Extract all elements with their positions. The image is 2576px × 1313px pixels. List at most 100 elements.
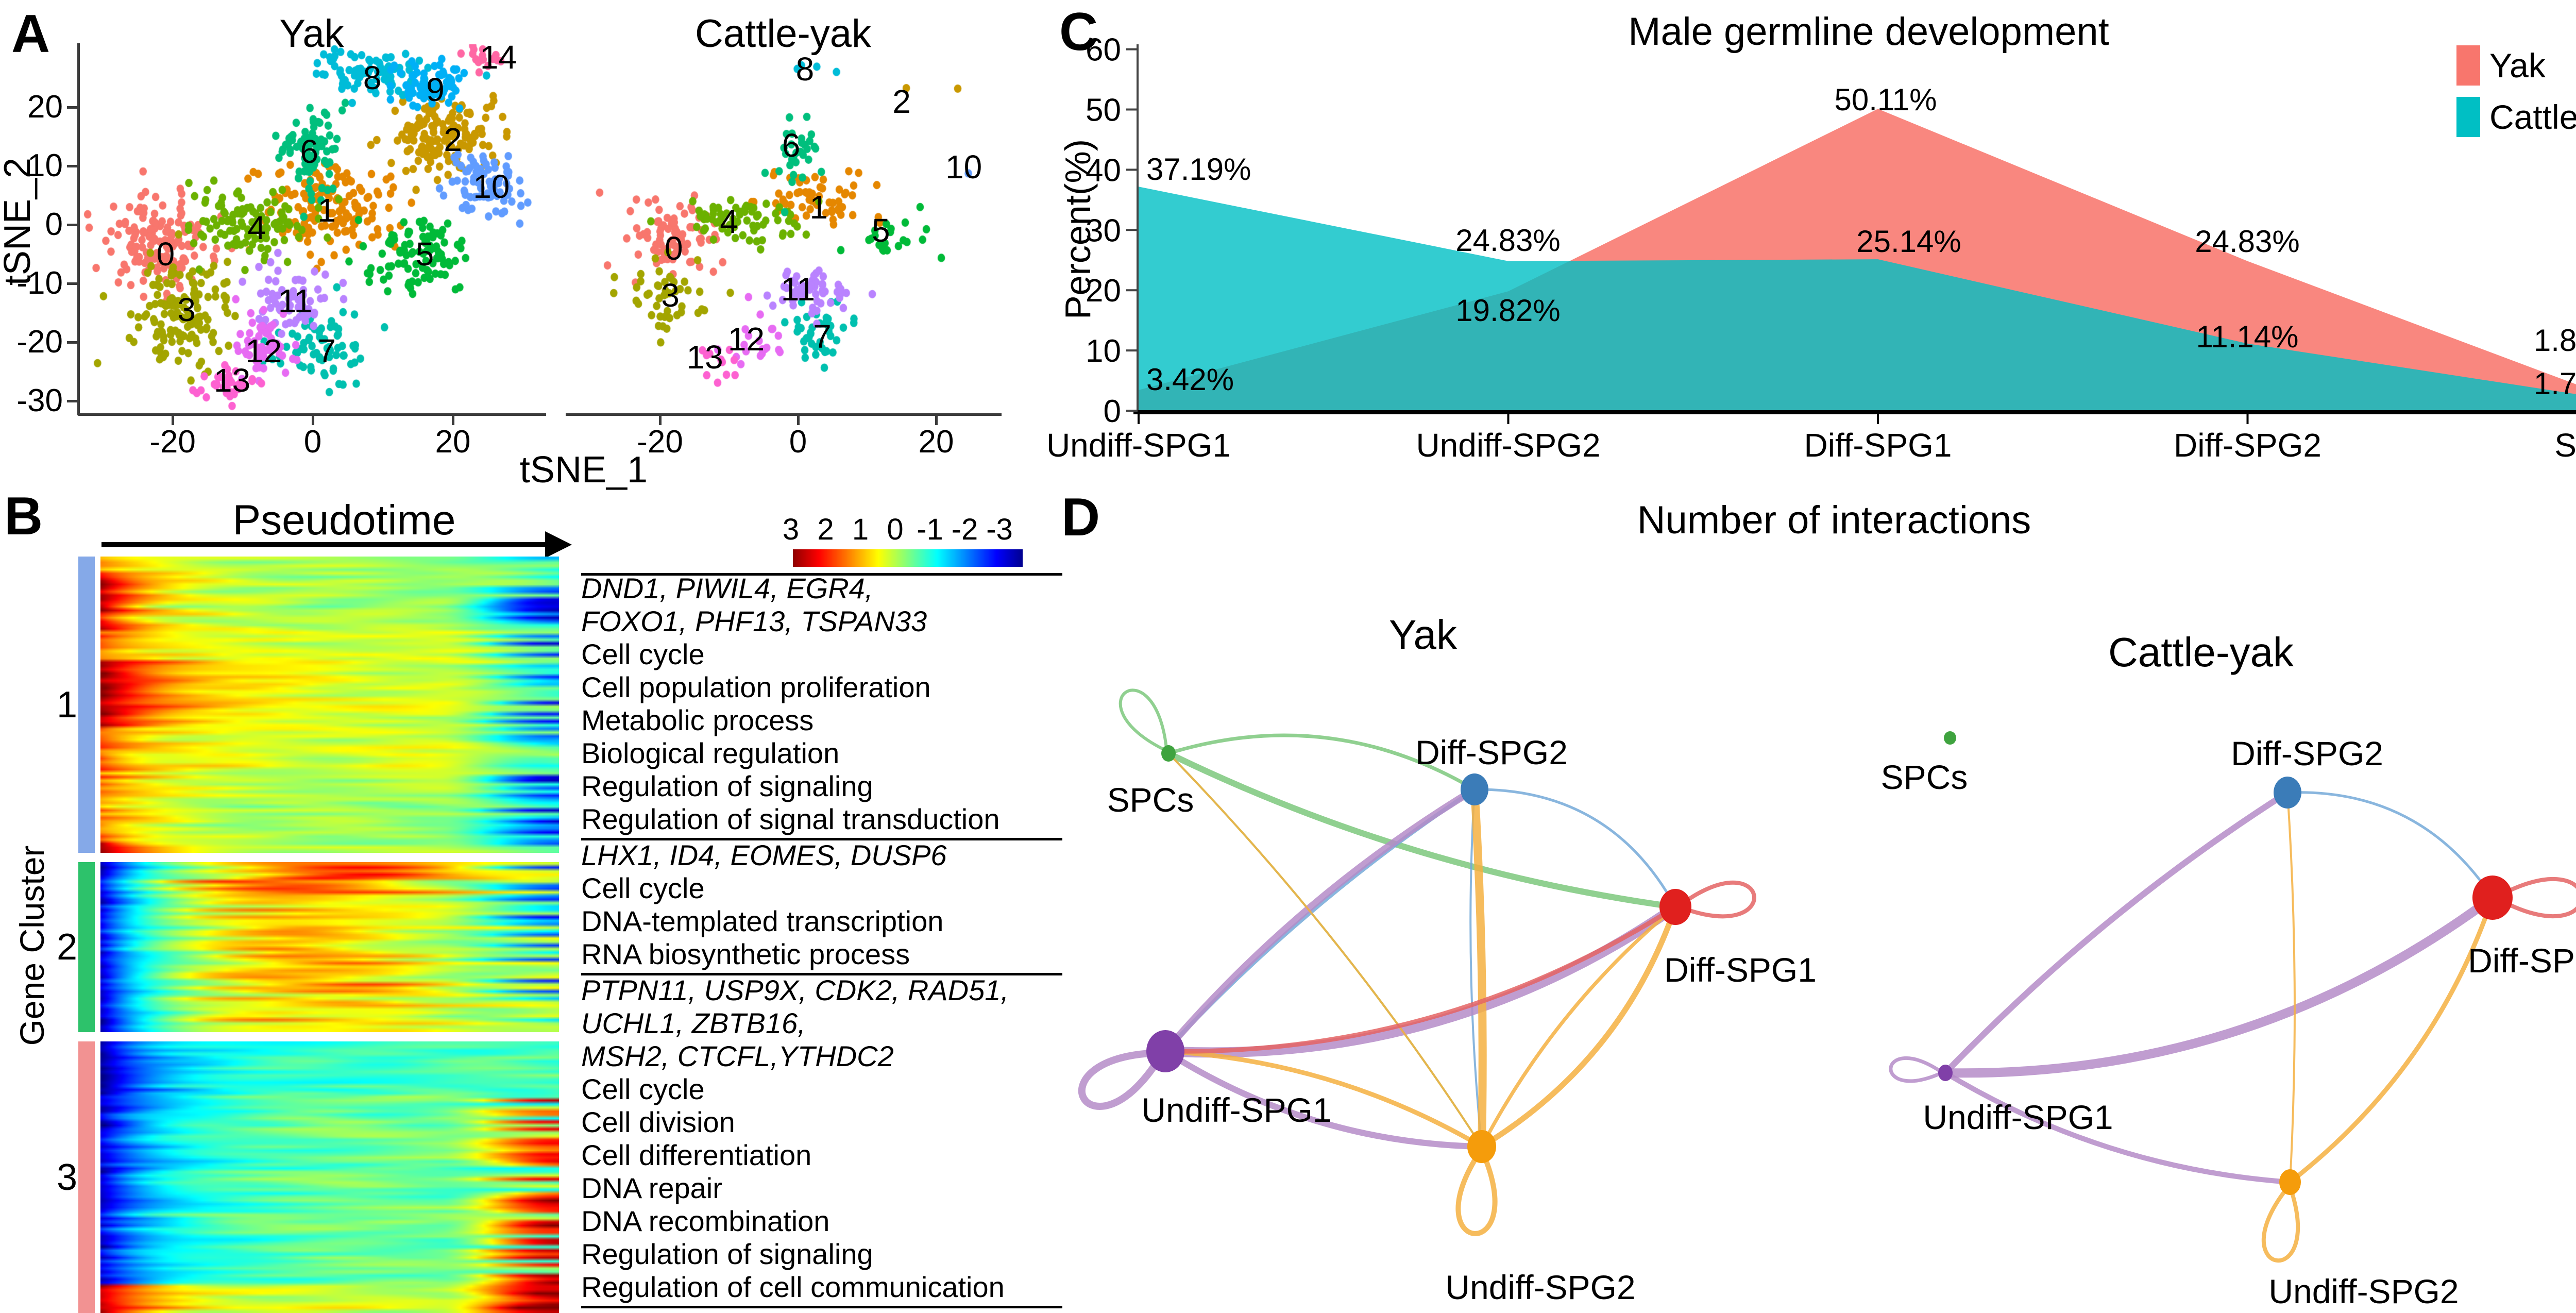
y-tick-label-yak: 0 [45, 207, 63, 242]
x-tick-yak [312, 416, 314, 425]
tsne-cluster-label-yak-8: 8 [363, 59, 382, 96]
colorbar-tick-label: -3 [986, 513, 1013, 546]
tsne-cluster-label-yak-4: 4 [247, 209, 266, 246]
percent-label: 24.83% [1455, 223, 1561, 258]
interactions-title: Number of interactions [1637, 498, 2031, 542]
x-tick-yak [172, 416, 174, 425]
network-edge-undiff-spg1-to-diff-spg1 [1160, 902, 1681, 1058]
network-edge-diff-spg2-to-diff-spg1 [2286, 791, 2494, 899]
go-term-line: DNA repair [581, 1172, 722, 1204]
tsne-cluster-label-yak-9: 9 [426, 71, 445, 108]
panel-c-letter: C [1059, 2, 1098, 62]
network-edge-diff-spg1-to-undiff-spg1 [1163, 904, 1678, 1054]
network-self-loop-diff-spg1 [2495, 877, 2576, 919]
percent-label: 50.11% [1834, 82, 1937, 117]
go-term-line: Cell differentiation [581, 1139, 812, 1171]
go-term-line: Biological regulation [581, 737, 840, 769]
network-yak-title: Yak [1389, 612, 1457, 658]
network-node-label-undiff-spg1: Undiff-SPG1 [1923, 1098, 2113, 1136]
y-tick-label: 0 [1104, 394, 1121, 429]
network-edge-undiff-spg1-to-diff-spg1 [1941, 893, 2497, 1078]
marker-genes-line: UCHL1, ZBTB16, [581, 1007, 806, 1039]
tsne-cluster-label-yak-13: 13 [214, 362, 251, 399]
y-tick-yak [67, 106, 77, 109]
network-node-undiff-spg1 [1938, 1065, 1953, 1081]
area-chart-title: Male germline development [1628, 10, 2109, 54]
network-edge-undiff-spg1-to-undiff-spg2 [1162, 1048, 1485, 1150]
y-tick-label: 10 [1086, 333, 1121, 369]
network-self-loop-undiff-spg2 [1455, 1148, 1498, 1236]
percent-label: 1.82% [2534, 323, 2576, 358]
go-term-line: Cell cycle [581, 638, 705, 670]
tsne-cluster-label-yak-11: 11 [278, 282, 313, 320]
marker-genes-line: FOXO1, PHF13, TSPAN33 [581, 605, 927, 637]
x-tick-label-yak: -20 [149, 424, 196, 460]
x-tick-cattle-yak [659, 416, 662, 425]
tsne-scatter-canvas-yak [79, 44, 545, 414]
network-edge-undiff-spg1-to-diff-spg2 [1942, 789, 2291, 1076]
tsne-cluster-label-cattle-yak-6: 6 [782, 127, 801, 164]
category-label: Undiff-SPG2 [1416, 427, 1600, 464]
network-node-label-undiff-spg1: Undiff-SPG1 [1141, 1091, 1331, 1129]
go-term-line: RNA biosynthetic process [581, 938, 910, 970]
y-tick-label: 60 [1086, 32, 1121, 68]
percent-label: 11.14% [2196, 319, 2298, 354]
network-node-label-diff-spg1: Diff-SPG1 [1664, 951, 1817, 989]
x-axis-line-yak [78, 413, 546, 416]
network-node-spcs [1161, 745, 1176, 762]
x-tick-cattle-yak [935, 416, 938, 425]
network-edge-undiff-spg1-to-diff-spg2 [1162, 786, 1478, 1055]
network-edge-undiff-spg2-to-undiff-spg1 [1163, 1049, 1484, 1149]
pseudotime-arrow-shaft [101, 542, 546, 547]
y-axis-line-yak [77, 43, 80, 415]
tsne-cluster-label-cattle-yak-1: 1 [809, 188, 828, 226]
colorbar-tick-label: 0 [887, 513, 904, 546]
panel-d-letter: D [1061, 487, 1100, 547]
category-label: Diff-SPG2 [2174, 427, 2321, 464]
tsne-cluster-label-yak-12: 12 [245, 332, 282, 370]
percent-label: 3.42% [1146, 362, 1234, 397]
network-edge-diff-spg2-to-undiff-spg2 [1469, 788, 1483, 1148]
legend-label-cattle-yak: Cattle-yak [2489, 98, 2576, 136]
colorbar-tick-label: 1 [852, 513, 869, 546]
tsne-cluster-label-cattle-yak-3: 3 [661, 276, 680, 314]
network-edge-undiff-spg2-to-spcs [1167, 752, 1483, 1148]
y-tick-label-yak: -30 [16, 383, 63, 418]
network-edge-undiff-spg2-to-diff-spg2 [1470, 785, 1487, 1151]
go-term-line: Cell population proliferation [581, 671, 931, 703]
y-tick-label-yak: 10 [27, 148, 63, 183]
heatmap-block-2 [100, 862, 559, 1032]
colorbar-tick-label: 3 [782, 513, 800, 546]
pseudotime-arrowhead [545, 531, 572, 558]
tsne-cluster-label-yak-14: 14 [480, 39, 517, 76]
network-edge-spcs-to-diff-spg2 [1166, 733, 1477, 792]
colorbar-tick-label: -1 [917, 513, 943, 546]
network-node-undiff-spg1 [1146, 1030, 1184, 1072]
network-node-label-spcs: SPCs [1881, 758, 1968, 796]
tsne-cluster-label-cattle-yak-0: 0 [665, 229, 683, 267]
legend-swatch-cattle-yak [2456, 97, 2480, 137]
y-tick-label: 30 [1086, 213, 1121, 248]
tsne-cluster-label-yak-1: 1 [317, 191, 336, 229]
go-term-line: Regulation of signal transduction [581, 803, 1000, 835]
colorbar-tick-label: 2 [817, 513, 834, 546]
network-edge-undiff-spg1-to-undiff-spg2 [1943, 1070, 2293, 1185]
heatmap-block-1 [100, 557, 559, 853]
go-term-line: Metabolic process [581, 704, 814, 736]
network-node-undiff-spg2 [2279, 1169, 2301, 1195]
network-node-label-diff-spg2: Diff-SPG2 [2231, 734, 2383, 772]
tsne-scatter-canvas-cattle-yak [567, 44, 1001, 414]
percent-label: 1.70% [2534, 366, 2576, 401]
annotation-separator [581, 573, 1062, 576]
network-edge-undiff-spg2-to-diff-spg1 [1480, 905, 1677, 1149]
area-series-cattle-yak [1139, 187, 2576, 411]
network-edge-undiff-spg2-to-diff-spg1 [1479, 904, 1679, 1150]
go-term-line: DNA recombination [581, 1205, 830, 1237]
network-node-label-diff-spg1: Diff-SPG1 [2468, 941, 2576, 980]
network-node-label-diff-spg2: Diff-SPG2 [1415, 733, 1568, 771]
tsne-cluster-label-cattle-yak-8: 8 [795, 50, 815, 88]
y-tick-label-yak: -20 [16, 324, 63, 360]
marker-genes-line: LHX1, ID4, EOMES, DUSP6 [581, 839, 947, 871]
network-node-diff-spg2 [1461, 773, 1488, 805]
